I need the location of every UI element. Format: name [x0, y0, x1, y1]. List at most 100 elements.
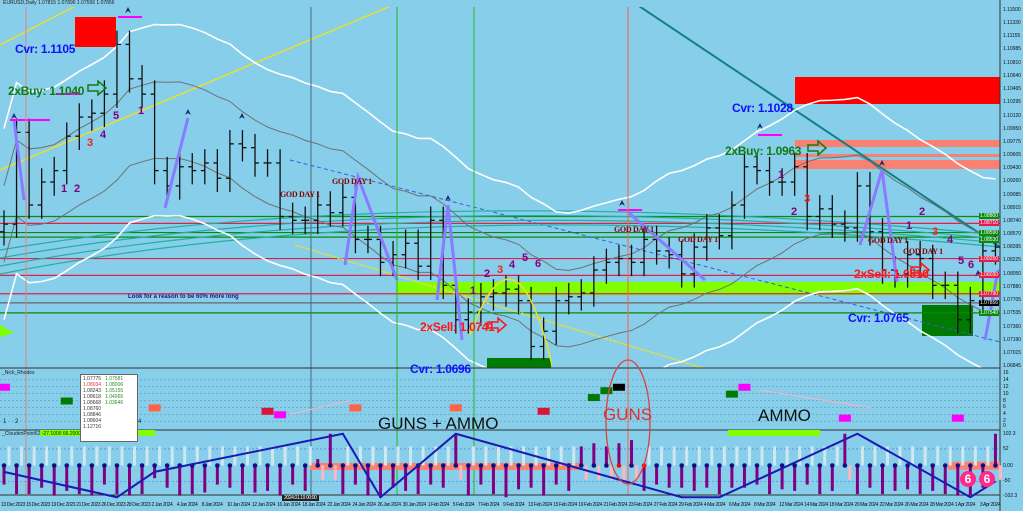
signal-dot — [227, 463, 233, 468]
supply-band — [795, 160, 1000, 169]
price-bar — [414, 229, 423, 280]
price-level-tag: 1.08530 — [979, 236, 1000, 243]
price-bar — [502, 275, 510, 307]
indicator-link-line — [759, 389, 871, 408]
panel1-tick-label: 12 — [1003, 383, 1009, 390]
date-tick-label: 28 Dec 2023 — [126, 502, 151, 508]
price-bar — [640, 225, 649, 277]
signal-dot — [968, 463, 973, 468]
price-bar — [50, 156, 59, 196]
signal-dot — [139, 463, 145, 468]
date-tick-label: 26 Jan 2024 — [377, 502, 402, 508]
fractal-up-icon — [11, 113, 17, 119]
date-tick-label: 18 Jan 2024 — [302, 502, 326, 508]
sell-label: 2xSell: 1.0810 — [854, 267, 929, 281]
signal-dot — [378, 463, 383, 468]
date-tick-label: 23 Feb 2024 — [628, 502, 653, 508]
signal-dot — [855, 463, 860, 468]
price-bar — [740, 153, 749, 219]
moving-average-fan — [0, 214, 1000, 259]
price-tick-label: 1.07015 — [1003, 349, 1022, 356]
price-bar — [150, 80, 159, 185]
date-tick-label: 15 Dec 2023 — [26, 502, 51, 508]
price-bar — [790, 153, 799, 196]
price-tick-label: 1.08395 — [1003, 244, 1022, 251]
price-bar — [401, 229, 410, 269]
popup-value: 1.08618 — [83, 394, 102, 400]
indicator-block — [261, 407, 274, 415]
signal-dot — [39, 463, 44, 468]
signal-dot — [240, 463, 245, 468]
indicator-block — [60, 397, 73, 405]
signal-dot — [164, 463, 170, 468]
popup-value: 1.03646 — [105, 400, 124, 406]
sell-label: 2xSell: 1.0741 — [420, 320, 495, 334]
price-tick-label: 1.10120 — [1003, 112, 1022, 119]
trendline-yellow — [0, 7, 391, 171]
signal-dot — [930, 463, 935, 468]
popup-value: 1.08243 — [83, 388, 102, 394]
price-bar — [564, 283, 573, 315]
date-tick-label: 5 Feb 2024 — [452, 502, 475, 508]
date-tick-label: 9 Feb 2024 — [503, 502, 525, 508]
panel1-tick-label: 16 — [1003, 370, 1009, 376]
cover-label: Cvr: 1.1105 — [15, 42, 76, 56]
signal-dot — [754, 463, 760, 468]
signal-dot — [892, 463, 898, 468]
date-tick-label: 30 Jan 2024 — [402, 502, 427, 508]
wave-count: 2 — [74, 183, 80, 195]
date-tick-label: 13 Dec 2023 — [1, 502, 25, 508]
indicator-block — [738, 383, 751, 391]
price-bar — [326, 191, 335, 227]
panel1-tick-label: 10 — [1003, 390, 1009, 397]
panel2-tick-label: 102.3 — [1003, 431, 1016, 437]
zigzag-line — [858, 169, 899, 283]
signal-dot — [880, 463, 885, 468]
price-bar — [489, 279, 498, 311]
panel2-tick-label: -50 — [1003, 478, 1011, 485]
signal-dot — [666, 463, 672, 468]
cycle-arc — [469, 278, 553, 366]
signal-dot — [478, 463, 484, 468]
signal-arrow-icon — [487, 316, 508, 334]
indicator-link-line — [289, 400, 351, 415]
wave-count: 3 — [87, 137, 93, 149]
signal-dot — [942, 463, 948, 468]
fractal-up-icon — [445, 195, 451, 201]
price-level-tag: 1.07790 — [979, 290, 1000, 297]
price-tick-label: 1.09430 — [1003, 165, 1022, 172]
price-bar — [539, 317, 548, 361]
signal-dot — [64, 463, 70, 468]
signal-dot — [265, 463, 270, 468]
price-tick-label: 1.10295 — [1003, 99, 1022, 106]
price-bar — [188, 153, 197, 185]
price-bar — [225, 130, 234, 193]
god-day-label: GOD DAY 1 — [678, 235, 718, 244]
indicator-block — [274, 411, 287, 419]
price-bar — [727, 191, 736, 250]
price-tick-label: 1.07190 — [1003, 336, 1022, 343]
popup-value: 1.08668 — [83, 400, 102, 406]
signal-dot — [679, 463, 684, 468]
date-tick-label: 2 Jan 2024 — [151, 502, 173, 508]
signal-dot — [127, 463, 132, 468]
signal-dot — [717, 463, 722, 468]
signal-arrow-icon — [807, 139, 828, 157]
fractal-up-icon — [185, 109, 191, 115]
bollinger-band — [3, 214, 984, 368]
popup-right-column: 1.07581 1.08006 1.05155 1.04966 1.03646 — [105, 376, 123, 440]
price-bar — [903, 240, 912, 288]
guns-ammo-annotation: GUNS + AMMO — [378, 414, 499, 433]
signal-dot — [629, 463, 634, 468]
price-level-tag: 1.08030 — [979, 272, 1000, 279]
price-bar — [753, 153, 761, 185]
price-tick-label: 1.10810 — [1003, 59, 1022, 66]
panel2-title: _CloudenPoint62 -27.1000 66.2000 — [2, 431, 81, 437]
price-bar — [338, 183, 347, 227]
price-bar — [301, 206, 310, 235]
price-bar — [263, 149, 272, 177]
signal-dot — [390, 463, 396, 468]
price-bar — [37, 168, 46, 219]
